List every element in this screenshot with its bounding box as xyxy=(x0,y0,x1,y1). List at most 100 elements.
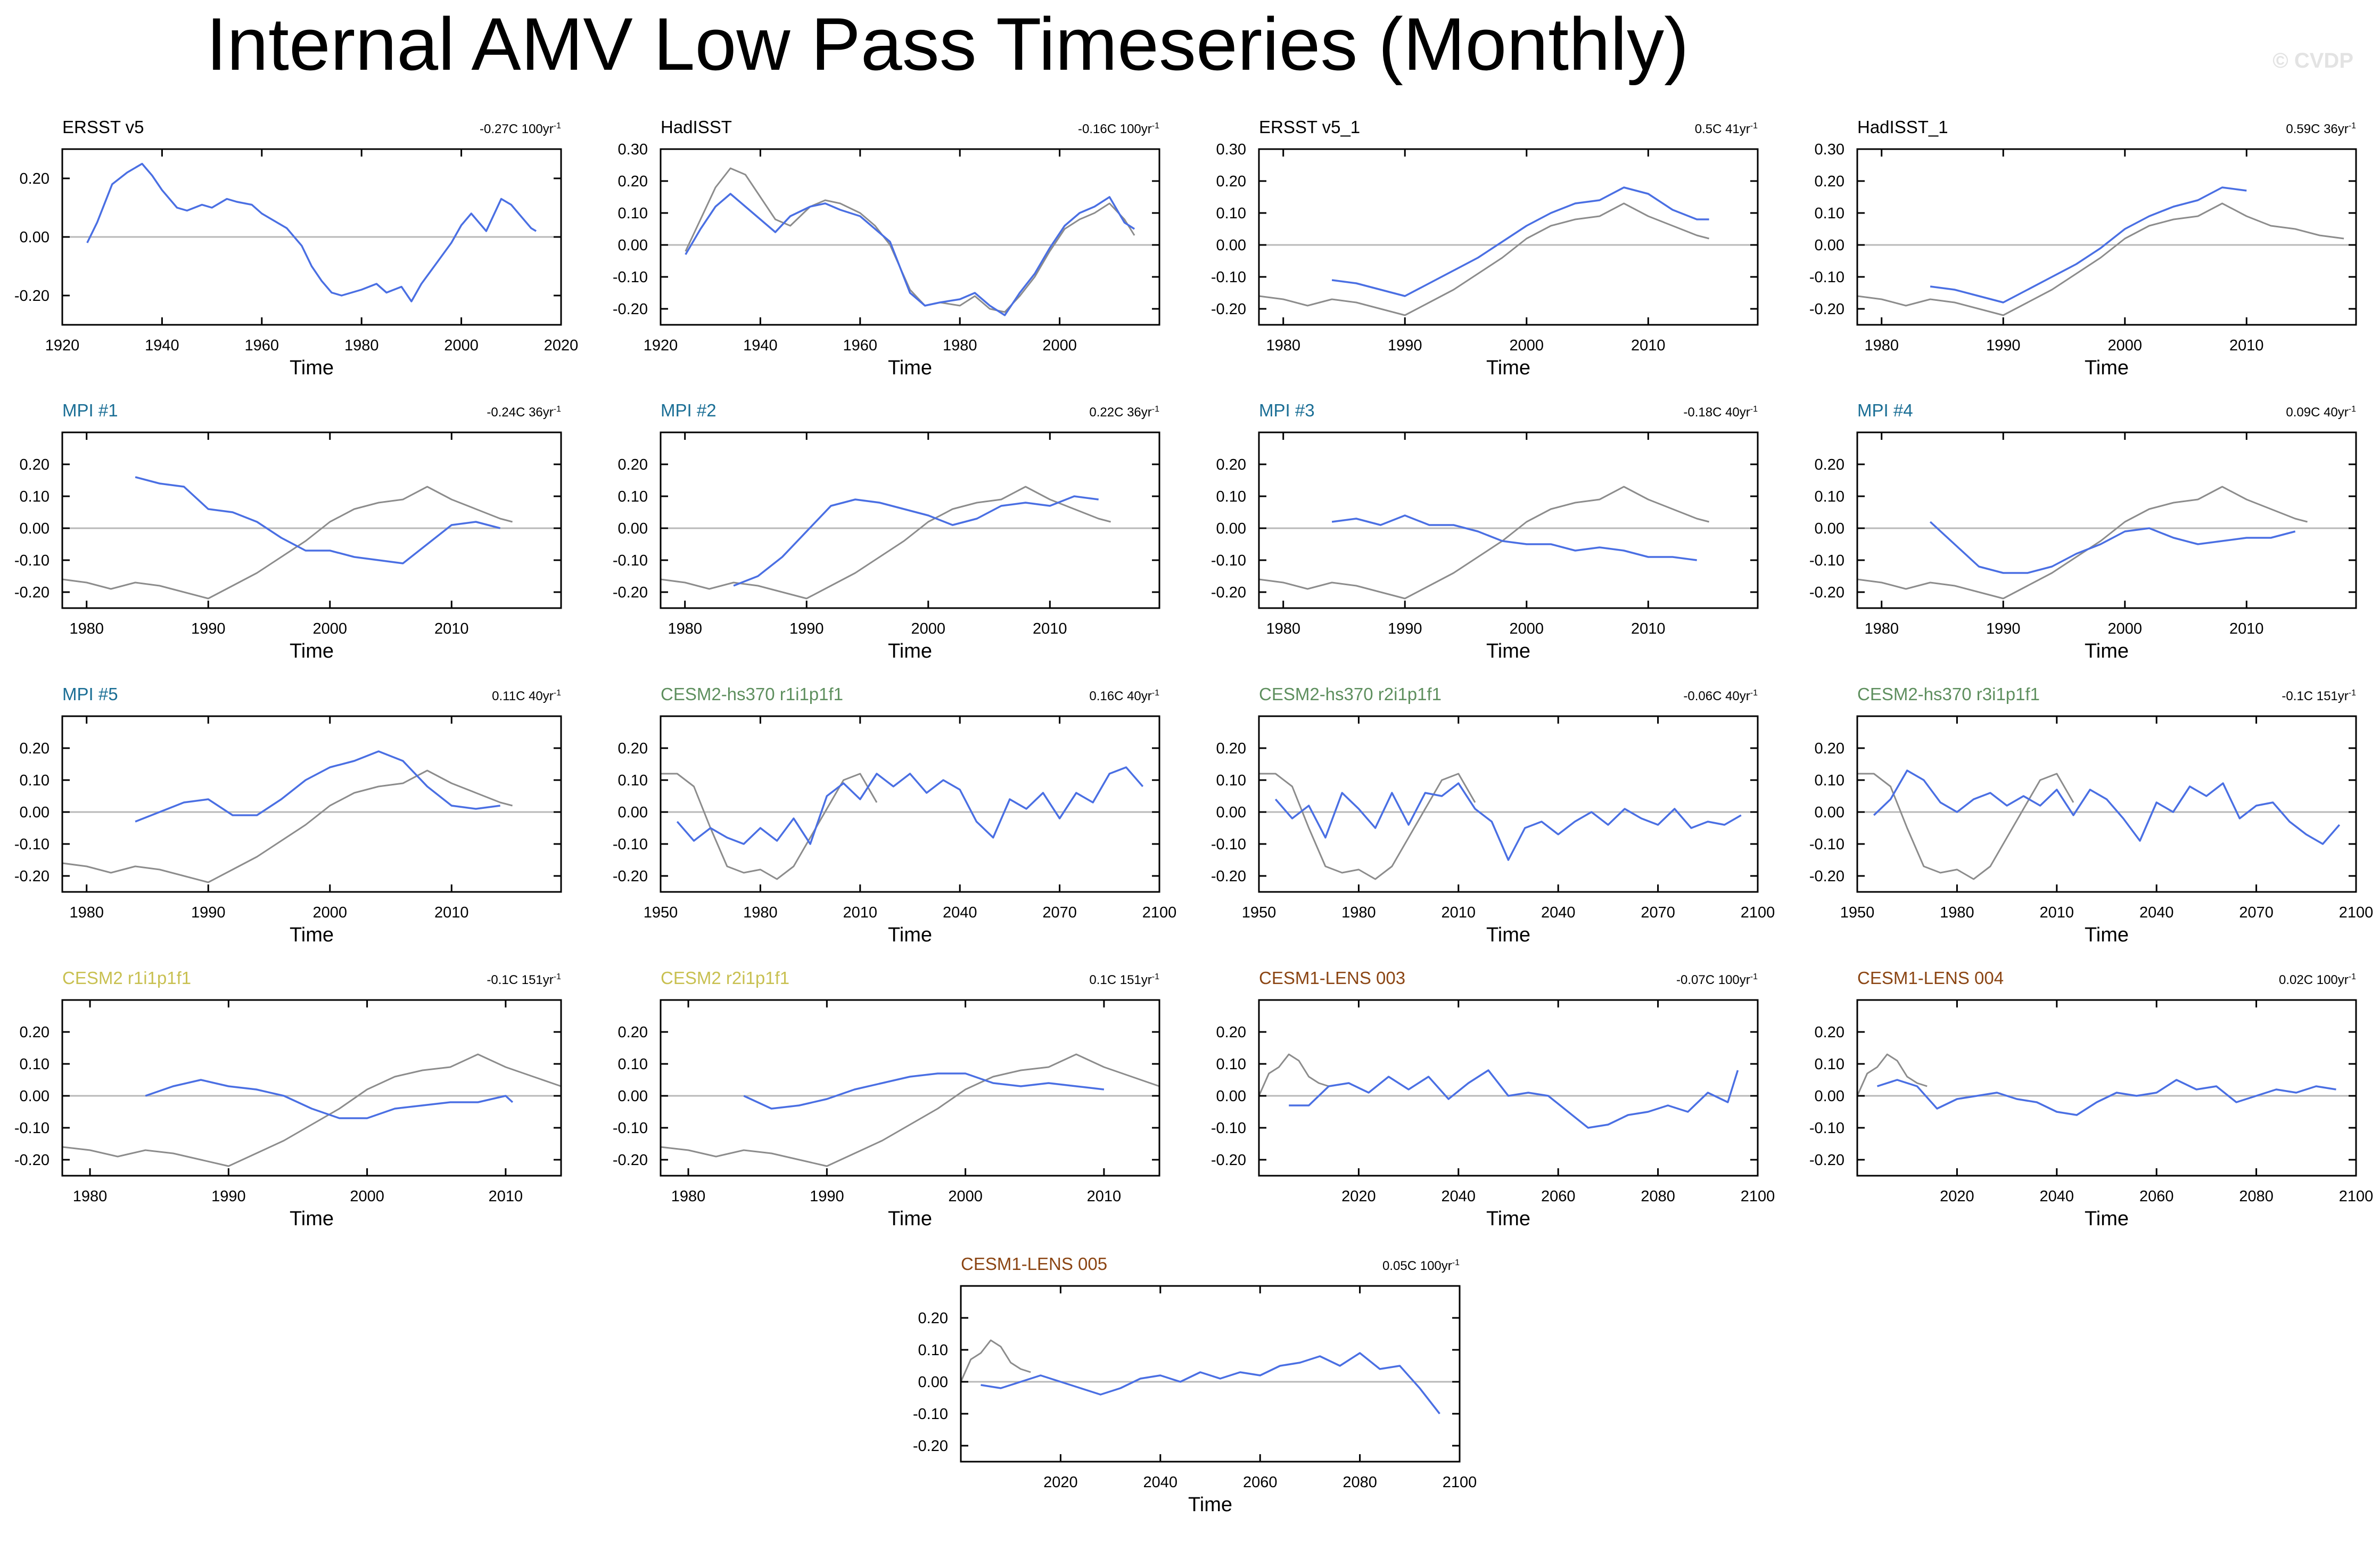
plot-frame xyxy=(660,431,1160,609)
x-tick-label: 2080 xyxy=(2239,1188,2274,1205)
obs-series-line xyxy=(1857,773,2074,880)
x-tick-label: 2000 xyxy=(911,620,946,637)
model-series-line xyxy=(145,1079,514,1119)
chart-panel: CESM1-LENS 003 -0.07C 100yr-1 Time 2020 2040… xyxy=(1197,947,1795,1237)
x-tick-label: 2000 xyxy=(1510,337,1544,354)
y-tick-label: 0.20 xyxy=(1815,456,1844,473)
obs-series-line xyxy=(685,167,1135,313)
trend-label: -0.06C 40yr-1 xyxy=(1683,688,1758,703)
y-tick-label: -0.20 xyxy=(1809,301,1844,318)
x-tick-label: 1980 xyxy=(668,620,702,637)
x-tick-label: 1940 xyxy=(743,337,778,354)
trend-label: 0.22C 36yr-1 xyxy=(1089,405,1159,420)
model-series-line xyxy=(1929,521,2296,574)
chart-panel: CESM2-hs370 r1i1p1f1 0.16C 40yr-1 Time 1950… xyxy=(598,663,1197,953)
y-tick-label: -0.20 xyxy=(1809,584,1844,601)
chart-panel: CESM2-hs370 r3i1p1f1 -0.1C 151yr-1 Time 195… xyxy=(1795,663,2380,953)
chart-panel: MPI #1 -0.24C 36yr-1 Time 1980 1990 2000 2010 0… xyxy=(0,379,598,669)
y-tick-label: 0.00 xyxy=(1815,237,1844,254)
panel-title: HadISST_1 xyxy=(1857,117,1948,137)
y-tick-label: 0.00 xyxy=(918,1374,948,1391)
y-tick-label: 0.30 xyxy=(1815,141,1844,158)
chart-panel: ERSST v5_1 0.5C 41yr-1 Time 1980 1990 2000 201… xyxy=(1197,96,1795,386)
plot-frame xyxy=(1258,148,1759,326)
y-tick-label: -0.20 xyxy=(613,301,648,318)
x-tick-label: 1920 xyxy=(644,337,678,354)
y-tick-label: 0.00 xyxy=(618,1088,648,1105)
y-tick-label: 0.20 xyxy=(1815,173,1844,190)
y-tick-label: -0.20 xyxy=(14,584,50,601)
y-tick-label: 0.20 xyxy=(1216,173,1246,190)
model-series-line xyxy=(1331,186,1709,297)
x-tick-label: 2100 xyxy=(1142,904,1177,921)
model-series-line xyxy=(86,162,537,302)
y-tick-label: -0.10 xyxy=(1809,836,1844,853)
y-tick-label: -0.10 xyxy=(14,1120,50,1137)
x-tick-label: 2100 xyxy=(1741,904,1775,921)
x-tick-label: 2100 xyxy=(2339,904,2374,921)
x-tick-label: 1990 xyxy=(1986,620,2021,637)
x-tick-label: 2000 xyxy=(313,904,348,921)
x-tick-label: 1980 xyxy=(1864,337,1899,354)
x-tick-label: 1990 xyxy=(810,1188,844,1205)
x-tick-label: 2040 xyxy=(1143,1474,1178,1491)
trend-label: 0.5C 41yr-1 xyxy=(1694,121,1758,136)
obs-series-line xyxy=(1258,1053,1329,1096)
x-tick-label: 2010 xyxy=(1631,337,1666,354)
x-tick-label: 1980 xyxy=(743,904,778,921)
obs-series-line xyxy=(1857,202,2344,316)
trend-label: -0.27C 100yr-1 xyxy=(480,121,561,136)
y-tick-label: -0.10 xyxy=(1211,836,1246,853)
y-tick-label: 0.10 xyxy=(1815,488,1844,505)
panel-title: MPI #4 xyxy=(1857,400,1913,420)
chart-svg: 1950 1980 2010 2040 2070 2100 0.20 0.10 0.00 -0.1… xyxy=(613,715,1177,921)
y-tick-label: -0.20 xyxy=(14,868,50,885)
y-tick-label: 0.10 xyxy=(1815,205,1844,222)
panel-title: CESM1-LENS 004 xyxy=(1857,968,2004,988)
x-axis-label: Time xyxy=(289,924,334,946)
plot-frame xyxy=(61,431,562,609)
panel-title: CESM2-hs370 r3i1p1f1 xyxy=(1857,684,2040,704)
obs-series-line xyxy=(1856,1053,1928,1096)
y-tick-label: -0.20 xyxy=(14,288,50,305)
chart-panel: HadISST -0.16C 100yr-1 Time 1920 1940 1960 198… xyxy=(598,96,1197,386)
x-axis-label: Time xyxy=(887,924,933,946)
x-tick-label: 1960 xyxy=(843,337,878,354)
x-tick-label: 2000 xyxy=(2108,337,2143,354)
x-axis-label: Time xyxy=(2084,357,2129,379)
panel-title: CESM1-LENS 005 xyxy=(961,1254,1108,1274)
x-tick-label: 1980 xyxy=(943,337,977,354)
y-tick-label: 0.10 xyxy=(1216,488,1246,505)
chart-svg: 2020 2040 2060 2080 2100 0.20 0.10 0.00 -0.10 -0.… xyxy=(1211,999,1775,1205)
panel-title: MPI #2 xyxy=(661,400,717,420)
panel-title: HadISST xyxy=(661,117,732,137)
x-tick-label: 1980 xyxy=(69,904,104,921)
chart-svg: 2020 2040 2060 2080 2100 0.20 0.10 0.00 -0.10 -0.… xyxy=(1809,999,2373,1205)
x-tick-label: 2000 xyxy=(2108,620,2143,637)
chart-svg: 1950 1980 2010 2040 2070 2100 0.20 0.10 0.00 -0.1… xyxy=(1211,715,1775,921)
y-tick-label: 0.20 xyxy=(1216,740,1246,757)
panel-title: MPI #1 xyxy=(62,400,118,420)
x-tick-label: 2010 xyxy=(434,620,469,637)
chart-svg: 1980 1990 2000 2010 0.20 0.10 0.00 -0.10 -0.20 xyxy=(14,999,562,1205)
model-series-line xyxy=(685,193,1135,316)
x-tick-label: 2080 xyxy=(1343,1474,1377,1491)
y-tick-label: 0.00 xyxy=(1815,804,1844,821)
x-tick-label: 1980 xyxy=(1341,904,1376,921)
y-tick-label: 0.20 xyxy=(618,740,648,757)
x-tick-label: 2100 xyxy=(1443,1474,1477,1491)
y-tick-label: 0.10 xyxy=(1815,772,1844,789)
chart-panel: CESM2 r1i1p1f1 -0.1C 151yr-1 Time 1980 1990 2… xyxy=(0,947,598,1237)
y-tick-label: 0.30 xyxy=(1216,141,1246,158)
x-tick-label: 2010 xyxy=(1442,904,1476,921)
x-tick-label: 1990 xyxy=(1986,337,2021,354)
x-tick-label: 2040 xyxy=(2040,1188,2074,1205)
x-axis-label: Time xyxy=(2084,640,2129,662)
x-axis-label: Time xyxy=(887,1208,933,1230)
chart-panel: ERSST v5 -0.27C 100yr-1 Time 1920 1940 1960 19… xyxy=(0,96,598,386)
x-tick-label: 2000 xyxy=(313,620,348,637)
x-axis-label: Time xyxy=(289,640,334,662)
x-tick-label: 2070 xyxy=(2239,904,2274,921)
y-tick-label: 0.10 xyxy=(1216,1056,1246,1073)
chart-panel: CESM1-LENS 005 0.05C 100yr-1 Time 2020 2040 2… xyxy=(899,1233,1497,1523)
